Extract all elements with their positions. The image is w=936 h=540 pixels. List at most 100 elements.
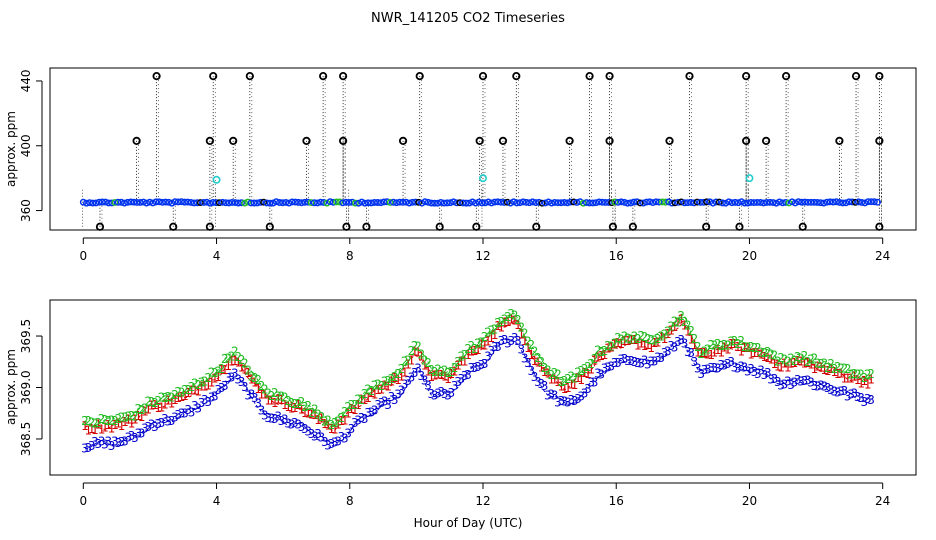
- bottom-series-marker-1: 1: [421, 358, 429, 372]
- bottom-series-marker-1: 1: [827, 362, 835, 376]
- bottom-series-marker-3: 3: [414, 362, 422, 376]
- bottom-series-marker-1: 1: [704, 348, 712, 362]
- top-baseline-point: [836, 199, 844, 206]
- bottom-series-marker-2: 2: [617, 332, 625, 346]
- bottom-series-marker-2: 2: [557, 375, 565, 389]
- bottom-series-marker-3: 3: [494, 340, 502, 354]
- top-baseline-point: [200, 199, 207, 206]
- bottom-series-marker-1: 1: [404, 358, 412, 372]
- bottom-series-marker-3: 3: [667, 339, 675, 353]
- bottom-series-marker-3: 3: [221, 379, 229, 393]
- top-baseline-point: [377, 199, 385, 207]
- top-spike-point: [798, 222, 807, 231]
- bottom-series-marker-1: 1: [641, 339, 649, 353]
- bottom-series-marker-1: 1: [211, 371, 219, 385]
- top-baseline-point: [696, 198, 704, 206]
- bottom-series-marker-2: 2: [171, 388, 179, 402]
- top-baseline-point: [339, 199, 347, 207]
- bottom-series-marker-1: 1: [138, 410, 146, 424]
- top-baseline-point: [785, 199, 793, 207]
- bottom-series-marker-2: 2: [504, 310, 512, 324]
- bottom-series-marker-2: 2: [194, 378, 202, 392]
- bottom-series-marker-3: 3: [771, 372, 779, 386]
- bottom-series-marker-2: 2: [524, 334, 532, 348]
- bottom-series-marker-1: 1: [687, 332, 695, 346]
- bottom-series-marker-2: 2: [231, 344, 239, 358]
- top-baseline-point: [143, 199, 151, 207]
- bottom-series-marker-1: 1: [731, 337, 739, 351]
- bottom-series-marker-2: 2: [594, 344, 602, 358]
- bottom-series-marker-1: 1: [727, 337, 735, 351]
- bottom-series-marker-3: 3: [761, 368, 769, 382]
- bottom-series-marker-1: 1: [134, 409, 142, 423]
- bottom-series-marker-3: 3: [308, 427, 316, 441]
- bottom-series-marker-1: 1: [241, 363, 249, 377]
- top-baseline-point: [639, 199, 647, 207]
- top-baseline-point: [570, 198, 578, 206]
- bottom-series-marker-1: 1: [408, 353, 416, 367]
- bottom-series-marker-3: 3: [587, 375, 595, 389]
- bottom-series-marker-1: 1: [681, 318, 689, 332]
- bottom-series-marker-3: 3: [408, 371, 416, 385]
- bottom-series-marker-3: 3: [754, 367, 762, 381]
- top-baseline-point: [117, 198, 125, 206]
- bottom-series-marker-2: 2: [431, 365, 439, 379]
- top-baseline-point: [753, 198, 761, 206]
- bottom-series-marker-2: 2: [671, 315, 679, 329]
- bottom-series-marker-2: 2: [621, 330, 629, 344]
- top-baseline-point: [272, 198, 280, 206]
- bottom-series-marker-3: 3: [641, 353, 649, 367]
- bottom-series-marker-3: 3: [421, 374, 429, 388]
- top-baseline-point: [779, 199, 787, 207]
- bottom-series-marker-2: 2: [511, 308, 519, 322]
- bottom-series-marker-1: 1: [418, 350, 426, 364]
- bottom-series-marker-1: 1: [194, 384, 202, 398]
- top-baseline-point: [291, 198, 299, 206]
- bottom-series-marker-3: 3: [751, 365, 759, 379]
- bottom-series-marker-1: 1: [384, 379, 392, 393]
- bottom-series-marker-1: 1: [374, 383, 382, 397]
- bottom-series-marker-3: 3: [614, 356, 622, 370]
- top-baseline-point: [757, 198, 764, 206]
- top-x-tick-label: 8: [346, 249, 354, 263]
- top-baseline-point: [389, 198, 397, 206]
- bottom-series-marker-3: 3: [128, 429, 136, 443]
- bottom-series-marker-1: 1: [531, 354, 539, 368]
- top-baseline-point: [563, 199, 571, 207]
- bottom-series-marker-3: 3: [797, 374, 805, 388]
- bottom-series-marker-2: 2: [261, 382, 269, 396]
- bottom-series-marker-2: 2: [814, 357, 822, 371]
- bottom-series-marker-3: 3: [121, 435, 129, 449]
- bottom-series-marker-3: 3: [248, 387, 256, 401]
- top-baseline-point: [719, 199, 726, 207]
- bottom-series-marker-2: 2: [791, 354, 799, 368]
- bottom-series-marker-2: 2: [354, 392, 362, 406]
- bottom-series-marker-1: 1: [551, 372, 559, 386]
- bottom-series-marker-3: 3: [258, 403, 266, 417]
- bottom-series-marker-3: 3: [831, 384, 839, 398]
- top-baseline-point: [374, 199, 382, 206]
- bottom-series-marker-3: 3: [521, 352, 529, 366]
- top-baseline-point: [832, 198, 840, 206]
- bottom-series-marker-1: 1: [371, 387, 379, 401]
- bottom-series-marker-1: 1: [691, 338, 699, 352]
- bottom-series-marker-2: 2: [857, 367, 865, 381]
- bottom-series-marker-1: 1: [721, 340, 729, 354]
- top-spike-point: [512, 72, 521, 81]
- bottom-series-marker-3: 3: [114, 436, 122, 450]
- bottom-series-marker-1: 1: [747, 347, 755, 361]
- bottom-series-marker-3: 3: [158, 416, 166, 430]
- bottom-series-marker-3: 3: [787, 378, 795, 392]
- bottom-series-marker-3: 3: [631, 355, 639, 369]
- top-baseline-point: [601, 199, 609, 206]
- top-baseline-point: [497, 198, 505, 206]
- bottom-series-marker-1: 1: [344, 407, 352, 421]
- bottom-series-marker-3: 3: [461, 369, 469, 383]
- bottom-series-marker-2: 2: [298, 395, 306, 409]
- bottom-series-marker-2: 2: [844, 362, 852, 376]
- bottom-series-marker-1: 1: [128, 416, 136, 430]
- bottom-series-marker-1: 1: [557, 379, 565, 393]
- bottom-series-marker-1: 1: [714, 343, 722, 357]
- bottom-series-marker-1: 1: [831, 365, 839, 379]
- bottom-series-marker-1: 1: [184, 386, 192, 400]
